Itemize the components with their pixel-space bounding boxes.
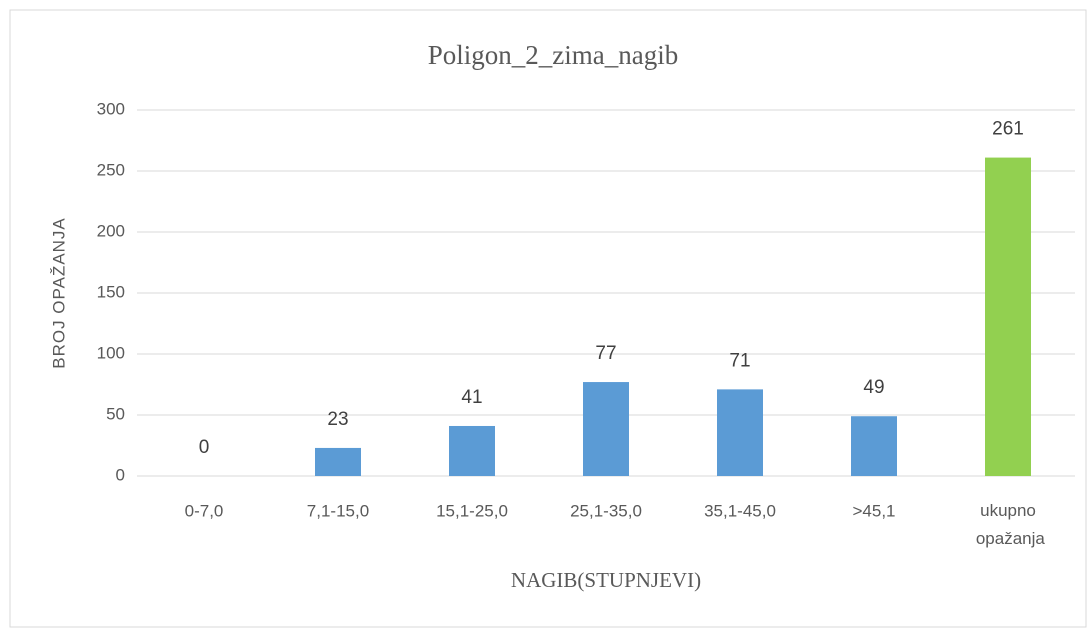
- x-tick-label: ukupno opažanja: [971, 501, 1045, 548]
- bar: [449, 425, 495, 476]
- bar: [851, 416, 897, 476]
- x-tick-label: 35,1-45,0: [704, 501, 776, 520]
- bar: [985, 157, 1031, 476]
- chart-frame: [9, 9, 1087, 628]
- x-tick-label: >45,1: [852, 501, 895, 520]
- data-label: 41: [461, 387, 482, 408]
- data-label: 23: [327, 409, 348, 430]
- data-label: 49: [863, 377, 884, 398]
- x-axis-label: NAGIB(STUPNJEVI): [511, 568, 701, 592]
- data-label: 261: [992, 119, 1024, 140]
- bar: [315, 447, 361, 476]
- data-label: 0: [199, 437, 210, 458]
- data-label: 71: [729, 350, 750, 371]
- y-tick-label: 0: [116, 465, 125, 484]
- y-tick-label: 100: [97, 343, 125, 362]
- bar: [717, 389, 763, 476]
- y-tick-label: 250: [97, 160, 125, 179]
- x-tick-label: 25,1-35,0: [570, 501, 642, 520]
- x-tick-label: 0-7,0: [185, 501, 224, 520]
- y-tick-label: 150: [97, 282, 125, 301]
- data-label: 77: [595, 343, 616, 364]
- y-tick-label: 50: [106, 404, 125, 423]
- y-tick-label: 200: [97, 221, 125, 240]
- x-tick-label: 7,1-15,0: [307, 501, 369, 520]
- chart-title: Poligon_2_zima_nagib: [428, 40, 678, 70]
- y-tick-label: 300: [97, 99, 125, 118]
- y-axis-label: BROJ OPAŽANJA: [49, 217, 68, 369]
- x-tick-label: 15,1-25,0: [436, 501, 508, 520]
- bar: [583, 382, 629, 476]
